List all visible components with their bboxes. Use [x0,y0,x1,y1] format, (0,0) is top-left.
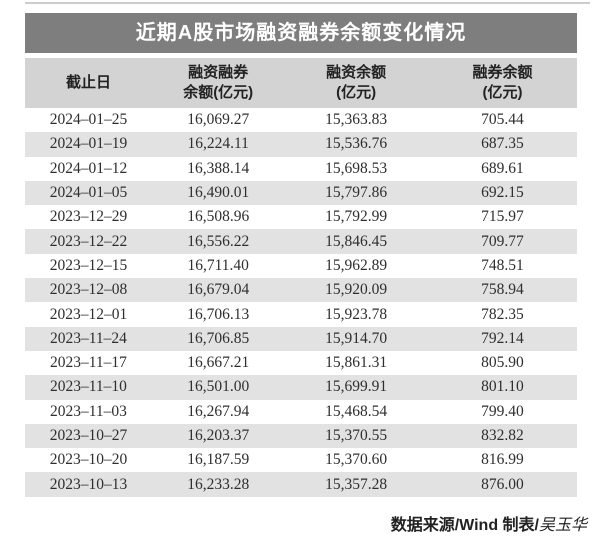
table-row: 2024–01–12 16,388.14 15,698.53 689.61 [25,157,577,181]
column-header-3: 融资余额 (亿元) [284,58,428,108]
table-row: 2024–01–19 16,224.11 15,536.76 687.35 [25,132,577,157]
table-row: 2024–01–05 16,490.01 15,797.86 692.15 [25,180,577,206]
table-cell: 16,267.94 [187,402,250,420]
table-row: 2023–12–22 16,556.22 15,846.45 709.77 [25,229,577,254]
table-cell: 15,797.86 [325,184,388,202]
table-cell: 16,069.27 [187,111,250,129]
table-cell: 805.90 [481,354,524,372]
table-row: 2023–12–29 16,508.96 15,792.99 715.97 [25,205,577,229]
table-cell: 715.97 [481,208,524,226]
column-header-2: 融资融券 余额(亿元) [151,58,285,108]
table-row: 2023–11–17 16,667.21 15,861.31 805.90 [25,351,577,375]
table-row: 2024–01–25 16,069.27 15,363.83 705.44 [25,108,577,132]
table-cell: 16,187.59 [187,451,250,469]
table-cell: 2023–10–13 [49,475,128,493]
table-cell: 692.15 [481,184,524,202]
table-cell: 801.10 [481,378,524,396]
table-cell: 816.99 [481,451,524,469]
table-cell: 2023–12–22 [49,232,128,250]
table-cell: 16,224.11 [187,135,249,153]
table-cell: 15,920.09 [325,281,388,299]
table-cell: 2024–01–25 [49,111,128,129]
column-header-4: 融券余额 (亿元) [427,58,577,108]
source-label: 数据来源/Wind 制表/ [390,517,539,534]
table-row: 2023–11–03 16,267.94 15,468.54 799.40 [25,400,577,424]
table-cell: 16,556.22 [187,232,250,250]
table-row: 2023–10–13 16,233.28 15,357.28 876.00 [25,472,577,497]
table-cell: 782.35 [481,305,524,323]
table-cell: 2023–12–15 [49,256,128,274]
table-cell: 16,667.21 [187,354,250,372]
table-cell: 15,914.70 [325,329,388,347]
table-cell: 2023–11–24 [50,329,127,347]
column-header-1: 截止日 [25,58,152,108]
table-header: 截止日 融资融券 余额(亿元) 融资余额 (亿元) 融券余额 (亿元) [25,58,577,108]
table-row: 2023–11–10 16,501.00 15,699.91 801.10 [25,375,577,400]
table-cell: 2024–01–19 [49,135,128,153]
table-row: 2023–12–08 16,679.04 15,920.09 758.94 [25,278,577,303]
table-cell: 15,370.60 [325,451,388,469]
table-cell: 16,679.04 [187,281,250,299]
table-cell: 16,508.96 [187,208,250,226]
table-cell: 2024–01–12 [49,159,128,177]
margin-balance-table: 截止日 融资融券 余额(亿元) 融资余额 (亿元) 融券余额 (亿元) 2024–01–25… [25,58,577,497]
table-cell: 15,962.89 [325,256,388,274]
table-cell: 15,861.31 [325,354,388,372]
table-cell: 689.61 [481,159,524,177]
table-cell: 799.40 [481,402,524,420]
table-cell: 2023–11–03 [50,402,127,420]
table-cell: 2023–12–08 [49,281,128,299]
source-note: 数据来源/Wind 制表/吴玉华 [391,511,587,535]
table-cell: 16,203.37 [187,427,250,444]
top-divider [25,2,590,4]
table-cell: 16,490.01 [187,184,250,202]
table-cell: 16,233.28 [187,475,250,493]
table-cell: 16,706.85 [187,329,250,347]
table-cell: 15,698.53 [325,159,388,177]
table-row: 2023–10–20 16,187.59 15,370.60 816.99 [25,448,577,472]
table-row: 2023–11–24 16,706.85 15,914.70 792.14 [25,326,577,351]
table-cell: 15,357.28 [325,475,388,493]
table-cell: 792.14 [481,329,524,347]
table-body: 2024–01–25 16,069.27 15,363.83 705.44 2024–0… [25,108,577,497]
author-name: 吴玉华 [538,515,587,534]
table-cell: 2023–12–29 [49,208,128,226]
table-row: 2023–12–01 16,706.13 15,923.78 782.35 [25,302,577,326]
table-cell: 15,363.83 [325,111,388,129]
table-cell: 16,501.00 [187,378,250,396]
table-cell: 2023–11–10 [50,378,127,396]
table-cell: 15,792.99 [325,208,388,226]
table-cell: 16,706.13 [187,305,250,323]
table-cell: 705.44 [481,111,524,129]
table-cell: 876.00 [481,475,524,493]
table-cell: 748.51 [481,256,524,274]
table-cell: 15,370.55 [325,427,388,444]
table-cell: 709.77 [481,232,524,250]
table-cell: 2024–01–05 [49,184,128,202]
table-cell: 15,846.45 [325,232,388,250]
table-cell: 2023–11–17 [50,354,127,372]
header-row: 截止日 融资融券 余额(亿元) 融资余额 (亿元) 融券余额 (亿元) [25,58,577,108]
table-row: 2023–10–27 16,203.37 15,370.55 832.82 [25,423,577,449]
figure-title: 近期A股市场融资融券余额变化情况 [25,13,577,53]
table-cell: 15,923.78 [325,305,388,323]
table-cell: 2023–12–01 [49,305,128,323]
table-row: 2023–12–15 16,711.40 15,962.89 748.51 [25,254,577,278]
table-cell: 15,536.76 [325,135,388,153]
table-cell: 15,468.54 [325,402,388,420]
table-cell: 16,388.14 [187,159,250,177]
table-cell: 832.82 [481,427,524,444]
table-cell: 687.35 [481,135,524,153]
table-cell: 15,699.91 [325,378,388,396]
table-cell: 2023–10–20 [49,451,128,469]
table-cell: 758.94 [481,281,524,299]
table-cell: 2023–10–27 [49,427,128,444]
table-cell: 16,711.40 [187,256,249,274]
